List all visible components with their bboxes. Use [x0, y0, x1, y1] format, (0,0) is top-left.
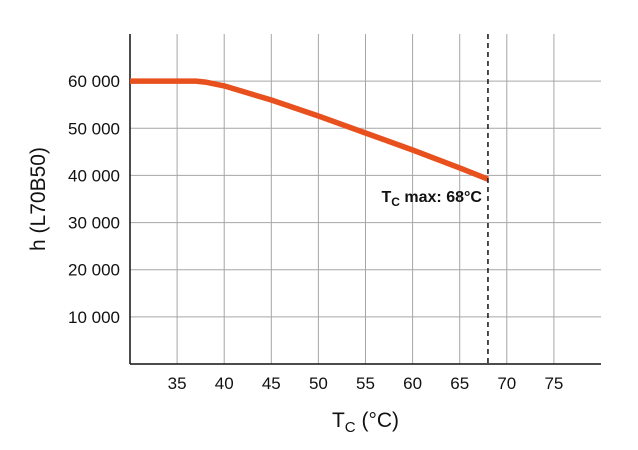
y-tick-label-60000: 60 000 — [68, 72, 120, 91]
y-tick-label-20000: 20 000 — [68, 261, 120, 280]
series-line-0 — [130, 78, 490, 182]
tc-max-annotation: TC max: 68°C — [382, 189, 483, 209]
x-tick-label-55: 55 — [356, 374, 375, 393]
y-tick-label-30000: 30 000 — [68, 214, 120, 233]
x-tick-labels: 35 40 45 50 55 60 65 70 75 — [168, 374, 564, 393]
y-tick-label-50000: 50 000 — [68, 119, 120, 138]
y-tick-label-40000: 40 000 — [68, 166, 120, 185]
x-tick-label-70: 70 — [497, 374, 516, 393]
x-axis-title: TC (°C) — [332, 409, 399, 436]
y-gridlines — [130, 80, 601, 318]
x-tick-label-50: 50 — [309, 374, 328, 393]
x-tick-label-65: 65 — [450, 374, 469, 393]
y-tick-label-10000: 10 000 — [68, 308, 120, 327]
x-tick-label-40: 40 — [215, 374, 234, 393]
x-gridlines — [176, 34, 555, 364]
y-axis-title: h (L70B50) — [27, 147, 50, 251]
x-tick-label-75: 75 — [544, 374, 563, 393]
x-tick-label-60: 60 — [403, 374, 422, 393]
y-tick-labels: 10 000 20 000 30 000 40 000 50 000 60 000 — [68, 72, 120, 327]
x-tick-label-35: 35 — [168, 374, 187, 393]
series-layer — [130, 78, 490, 182]
x-tick-label-45: 45 — [262, 374, 281, 393]
axes — [129, 34, 601, 365]
